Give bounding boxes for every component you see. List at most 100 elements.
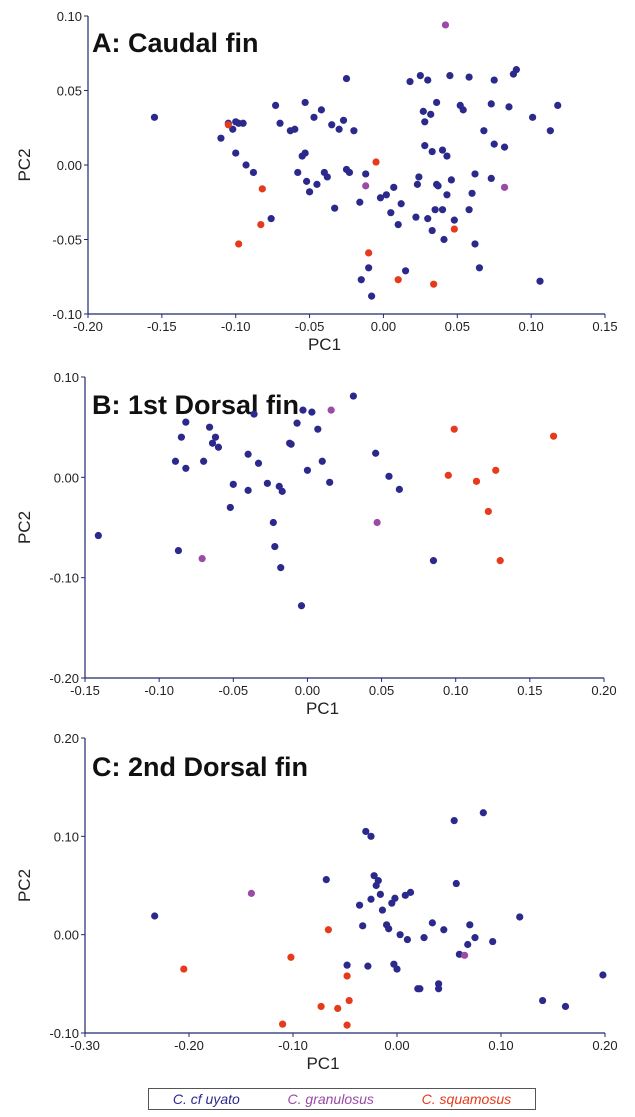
point-c-cf-uyato: [382, 191, 390, 199]
point-c-squamosus: [394, 276, 402, 284]
point-c-cf-uyato: [365, 264, 373, 272]
point-c-cf-uyato: [205, 423, 214, 431]
point-c-granulosus: [198, 555, 206, 563]
point-c-cf-uyato: [331, 204, 339, 212]
x-tick-label: 0.00: [384, 1038, 409, 1053]
point-c-cf-uyato: [438, 206, 447, 214]
x-tick-label: 0.00: [295, 683, 320, 698]
point-c-cf-uyato: [516, 913, 524, 921]
y-tick-label: 0.00: [57, 158, 82, 173]
point-c-cf-uyato: [403, 935, 411, 944]
x-tick-label: -0.05: [295, 319, 325, 334]
point-c-cf-uyato: [450, 216, 458, 224]
point-c-squamosus: [345, 996, 353, 1005]
point-c-cf-uyato: [271, 542, 279, 551]
point-c-cf-uyato: [500, 143, 509, 151]
point-c-cf-uyato: [396, 931, 404, 939]
point-c-granulosus: [461, 951, 469, 959]
point-c-cf-uyato: [395, 485, 403, 493]
point-c-cf-uyato: [487, 100, 495, 108]
x-tick-label: 0.00: [371, 319, 396, 334]
point-c-cf-uyato: [475, 264, 484, 272]
point-c-cf-uyato: [362, 170, 370, 178]
point-c-cf-uyato: [297, 602, 306, 610]
point-c-cf-uyato: [440, 235, 448, 244]
point-c-cf-uyato: [529, 113, 537, 121]
point-c-cf-uyato: [471, 170, 479, 178]
point-c-cf-uyato: [335, 125, 343, 133]
x-tick-label: -0.10: [144, 683, 174, 698]
y-axis-label: PC2: [15, 869, 34, 902]
point-c-cf-uyato: [310, 113, 318, 121]
y-tick-label: 0.10: [54, 370, 79, 385]
point-c-cf-uyato: [249, 168, 258, 177]
point-c-cf-uyato: [490, 76, 498, 84]
point-c-cf-uyato: [413, 180, 422, 188]
point-c-cf-uyato: [229, 125, 237, 133]
legend-item-squamosus: C. squamosus: [421, 1091, 512, 1107]
point-c-squamosus: [430, 280, 438, 288]
point-c-cf-uyato: [539, 996, 547, 1005]
point-c-cf-uyato: [286, 127, 294, 135]
point-c-squamosus: [365, 249, 373, 257]
legend: C. cf uyato C. granulosus C. squamosus: [148, 1088, 536, 1110]
point-c-cf-uyato: [435, 980, 443, 988]
point-c-cf-uyato: [428, 919, 436, 927]
point-c-cf-uyato: [465, 73, 473, 81]
point-c-cf-uyato: [244, 450, 252, 458]
point-c-cf-uyato: [378, 906, 387, 914]
point-c-cf-uyato: [433, 98, 441, 107]
point-c-cf-uyato: [349, 392, 357, 400]
point-c-cf-uyato: [232, 149, 240, 157]
x-tick-label: 0.05: [369, 683, 394, 698]
point-c-cf-uyato: [374, 876, 382, 885]
point-c-cf-uyato: [390, 960, 398, 968]
point-c-cf-uyato: [182, 464, 190, 472]
point-c-cf-uyato: [471, 240, 479, 248]
point-c-granulosus: [441, 21, 450, 29]
point-c-squamosus: [317, 1002, 325, 1011]
y-tick-label: 0.20: [54, 731, 79, 746]
y-tick-label: -0.10: [49, 1026, 79, 1041]
point-c-cf-uyato: [401, 267, 410, 275]
point-c-squamosus: [472, 477, 481, 485]
x-tick-label: -0.05: [218, 683, 248, 698]
point-c-squamosus: [496, 557, 504, 565]
x-tick-label: -0.20: [174, 1038, 204, 1053]
point-c-cf-uyato: [424, 76, 432, 84]
point-c-cf-uyato: [480, 127, 488, 135]
point-c-squamosus: [257, 221, 265, 229]
point-c-cf-uyato: [328, 121, 336, 129]
point-c-cf-uyato: [428, 226, 436, 235]
point-c-cf-uyato: [313, 180, 321, 188]
point-c-cf-uyato: [505, 103, 513, 111]
legend-item-granulosus: C. granulosus: [287, 1091, 374, 1107]
point-c-cf-uyato: [385, 925, 393, 933]
point-c-cf-uyato: [406, 77, 414, 86]
point-c-cf-uyato: [367, 895, 375, 903]
point-c-cf-uyato: [342, 74, 351, 83]
point-c-cf-uyato: [391, 894, 399, 902]
x-axis-label: PC1: [306, 699, 339, 718]
point-c-cf-uyato: [412, 213, 420, 221]
point-c-cf-uyato: [177, 433, 185, 441]
point-c-cf-uyato: [299, 406, 307, 414]
point-c-cf-uyato: [376, 890, 384, 898]
point-c-cf-uyato: [318, 457, 326, 465]
point-c-cf-uyato: [174, 546, 183, 555]
panel-a: -0.20 -0.15 -0.10 -0.05 0.00 0.05 0.10 0.15 -0.1…: [15, 9, 618, 354]
point-c-cf-uyato: [450, 817, 458, 825]
point-c-granulosus: [373, 518, 381, 527]
point-c-cf-uyato: [487, 174, 495, 183]
x-tick-label: 0.05: [445, 319, 470, 334]
x-tick-label: 0.10: [518, 319, 543, 334]
point-c-cf-uyato: [293, 419, 301, 427]
x-tick-label: 0.15: [592, 319, 617, 334]
point-c-cf-uyato: [294, 168, 302, 177]
y-axis-label: PC2: [15, 511, 34, 544]
point-c-cf-uyato: [271, 101, 280, 109]
point-c-cf-uyato: [452, 879, 460, 888]
x-tick-label: -0.15: [70, 683, 100, 698]
point-c-cf-uyato: [359, 922, 367, 930]
point-c-cf-uyato: [479, 809, 487, 817]
